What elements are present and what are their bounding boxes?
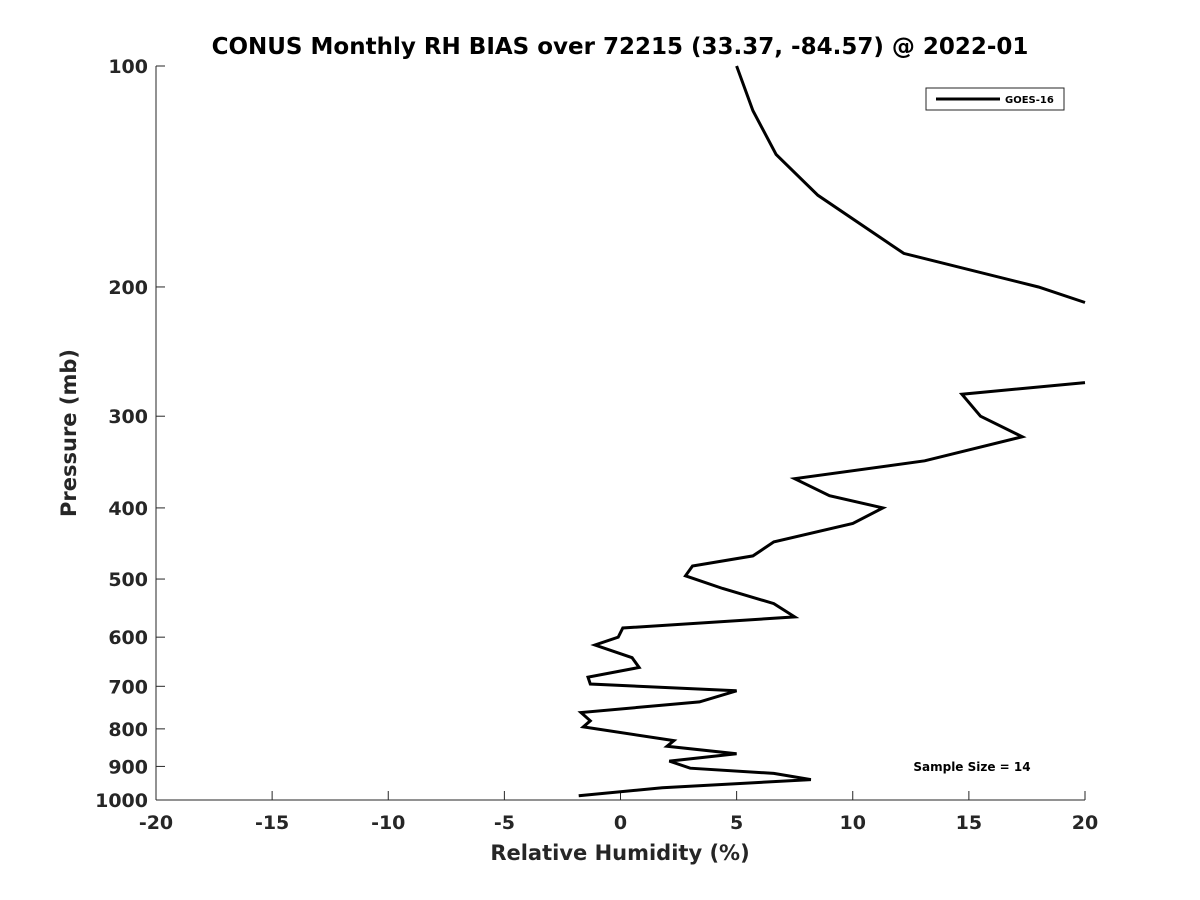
- x-tick-label: -15: [255, 812, 289, 834]
- y-tick-label: 900: [108, 756, 148, 778]
- y-tick-label: 300: [108, 406, 148, 428]
- x-axis-ticks: -20 -15 -10 -5 0 5 10 15 20: [139, 791, 1098, 834]
- x-tick-label: -10: [371, 812, 405, 834]
- x-tick-label: 0: [614, 812, 627, 834]
- series-layer: [577, 65, 1086, 798]
- y-tick-label: 500: [108, 569, 148, 591]
- x-tick-label: 10: [840, 812, 866, 834]
- y-tick-label: 100: [108, 56, 148, 78]
- sample-size-annotation: Sample Size = 14: [913, 760, 1030, 774]
- legend: GOES-16: [925, 87, 1065, 111]
- y-tick-label: 800: [108, 719, 148, 741]
- legend-label-goes-16: GOES-16: [1005, 95, 1054, 106]
- series-line-goes-16: [577, 65, 1086, 798]
- x-tick-label: -20: [139, 812, 173, 834]
- y-tick-label: 700: [108, 676, 148, 698]
- x-tick-label: -5: [494, 812, 515, 834]
- plot-area: [155, 66, 1085, 801]
- y-axis-label: Pressure (mb): [57, 349, 81, 517]
- y-tick-label: 200: [108, 277, 148, 299]
- x-axis-label: Relative Humidity (%): [490, 841, 749, 865]
- x-tick-label: 20: [1072, 812, 1098, 834]
- y-axis-ticks: 100 200 300 400 500 600 700 800 900 1000: [95, 56, 165, 812]
- x-tick-label: 15: [956, 812, 982, 834]
- y-tick-label: 1000: [95, 790, 148, 812]
- y-tick-label: 400: [108, 498, 148, 520]
- y-tick-label: 600: [108, 627, 148, 649]
- x-tick-label: 5: [730, 812, 743, 834]
- chart-title: CONUS Monthly RH BIAS over 72215 (33.37,…: [212, 34, 1029, 60]
